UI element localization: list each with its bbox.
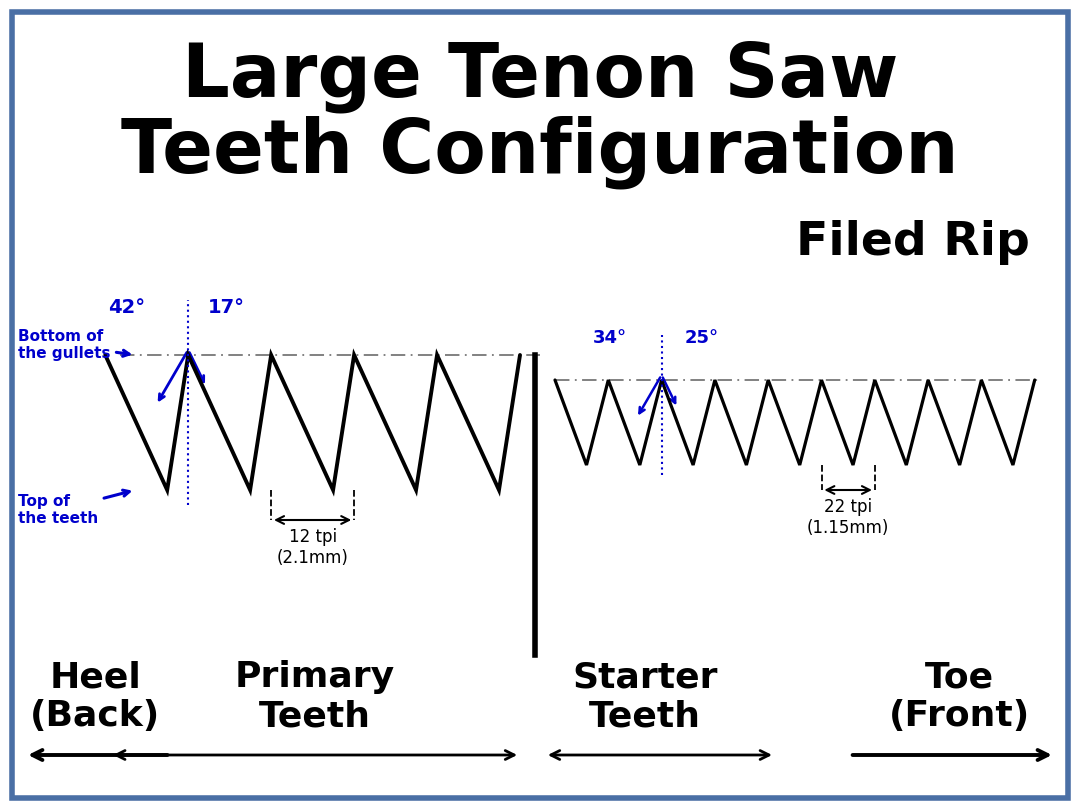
- Text: Toe
(Front): Toe (Front): [889, 660, 1030, 733]
- Text: 17°: 17°: [207, 298, 245, 317]
- Text: 12 tpi
(2.1mm): 12 tpi (2.1mm): [276, 528, 349, 567]
- Text: Heel
(Back): Heel (Back): [30, 660, 161, 733]
- Text: Large Tenon Saw
Teeth Configuration: Large Tenon Saw Teeth Configuration: [121, 40, 959, 190]
- Text: 25°: 25°: [685, 329, 718, 347]
- Text: 22 tpi
(1.15mm): 22 tpi (1.15mm): [807, 498, 889, 537]
- Text: Filed Rip: Filed Rip: [796, 220, 1029, 265]
- Text: Bottom of
the gullets: Bottom of the gullets: [18, 329, 130, 361]
- Text: Starter
Teeth: Starter Teeth: [572, 660, 718, 733]
- Text: 34°: 34°: [593, 329, 626, 347]
- Text: Top of
the teeth: Top of the teeth: [18, 490, 130, 526]
- Text: Primary
Teeth: Primary Teeth: [235, 660, 395, 733]
- Text: 42°: 42°: [108, 298, 145, 317]
